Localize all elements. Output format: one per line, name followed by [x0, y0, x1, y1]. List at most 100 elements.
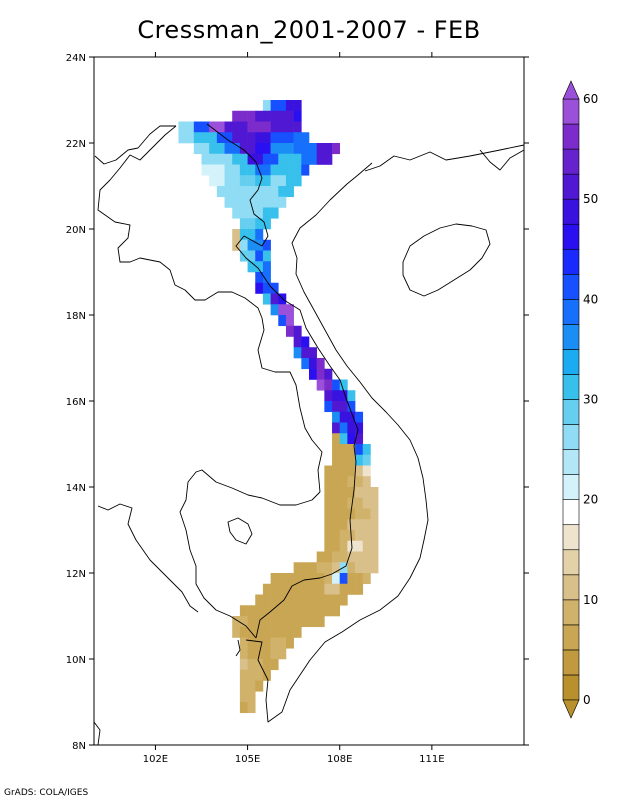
- precip-cell: [301, 153, 310, 165]
- precip-cell: [239, 110, 248, 122]
- precip-cell: [270, 594, 279, 606]
- y-tick-label: 20N: [66, 225, 86, 236]
- precip-cell: [293, 336, 302, 348]
- precip-cell: [232, 153, 241, 165]
- precip-cell: [216, 143, 225, 155]
- precip-cell: [355, 422, 364, 434]
- precip-cell: [278, 164, 287, 176]
- colorbar-bin: [562, 674, 580, 701]
- precip-cell: [270, 110, 279, 122]
- precip-cell: [262, 261, 271, 273]
- precip-cell: [262, 626, 271, 638]
- x-tick-label: 111E: [419, 754, 444, 765]
- precip-cell: [355, 519, 364, 531]
- colorbar-bin: [562, 549, 580, 576]
- y-tick-label: 12N: [66, 569, 86, 580]
- precip-cell: [270, 583, 279, 595]
- precip-cell: [209, 132, 218, 144]
- precip-cell: [239, 207, 248, 219]
- precip-cell: [370, 508, 379, 520]
- precip-cell: [324, 519, 333, 531]
- precip-cell: [201, 164, 210, 176]
- precip-cell: [239, 164, 248, 176]
- precip-cell: [262, 616, 271, 628]
- colorbar-bin: [562, 248, 580, 275]
- precip-cell: [255, 132, 264, 144]
- precip-cell: [355, 465, 364, 477]
- precip-cell: [262, 175, 271, 187]
- precip-cell: [262, 196, 271, 208]
- chart-title: Cressman_2001-2007 - FEB: [137, 16, 481, 44]
- precip-cell: [293, 325, 302, 337]
- precip-cell: [232, 616, 241, 628]
- precip-cell: [262, 143, 271, 155]
- precip-cell: [309, 347, 317, 359]
- precip-cell: [332, 454, 341, 466]
- precip-cell: [309, 605, 317, 617]
- precip-cell: [347, 444, 356, 456]
- precip-cell: [262, 282, 271, 294]
- precip-cell: [355, 508, 364, 520]
- precip-cell: [278, 110, 287, 122]
- precip-cell: [309, 153, 317, 165]
- precip-cell: [247, 164, 256, 176]
- precip-cell: [332, 583, 341, 595]
- precip-cell: [332, 540, 341, 552]
- precip-cell: [247, 132, 256, 144]
- precip-cell: [301, 573, 310, 585]
- colorbar-tick-label: 40: [583, 292, 598, 306]
- precip-cell: [239, 637, 248, 649]
- y-tick-label: 10N: [66, 655, 86, 666]
- precip-cell: [285, 132, 294, 144]
- precip-cell: [232, 175, 241, 187]
- precip-cell: [278, 573, 287, 585]
- precip-cell: [239, 153, 248, 165]
- precip-cell: [316, 605, 325, 617]
- precip-cell: [247, 648, 256, 660]
- precip-cell: [239, 680, 248, 692]
- colorbar-bin: [562, 324, 580, 350]
- precip-cell: [247, 691, 256, 703]
- precip-cell: [309, 358, 317, 370]
- precip-cell: [255, 218, 264, 230]
- precip-cell: [285, 573, 294, 585]
- precip-cell: [270, 648, 279, 660]
- precip-cell: [255, 637, 264, 649]
- precip-cell: [293, 562, 302, 574]
- precip-cell: [239, 175, 248, 187]
- precip-cell: [362, 508, 371, 520]
- precip-cell: [278, 121, 287, 133]
- precip-cell: [301, 583, 310, 595]
- precip-cell: [339, 573, 348, 585]
- precip-cell: [332, 379, 341, 391]
- precip-cell: [370, 551, 379, 563]
- precip-cell: [309, 583, 317, 595]
- precip-cell: [324, 508, 333, 520]
- precip-cell: [362, 562, 371, 574]
- colorbar-bin: [562, 374, 580, 400]
- precip-cell: [332, 497, 341, 509]
- colorbar-tick-label: 10: [583, 593, 598, 607]
- precipitation-grid: [178, 100, 379, 714]
- precip-cell: [362, 573, 371, 585]
- precip-cell: [316, 153, 325, 165]
- precip-cell: [301, 605, 310, 617]
- colorbar-bin: [562, 399, 580, 425]
- precip-cell: [362, 476, 371, 488]
- precip-cell: [239, 669, 248, 681]
- precip-cell: [278, 616, 287, 628]
- precip-cell: [224, 132, 233, 144]
- precip-cell: [247, 229, 256, 241]
- precip-cell: [332, 594, 341, 606]
- precip-cell: [355, 411, 364, 423]
- precip-cell: [209, 153, 218, 165]
- colorbar-bin: [562, 424, 580, 450]
- precip-cell: [270, 164, 279, 176]
- precip-cell: [285, 304, 294, 316]
- precip-cell: [216, 121, 225, 133]
- coastline-layer: [93, 123, 525, 746]
- precip-cell: [232, 207, 241, 219]
- precip-cell: [262, 239, 271, 251]
- precip-cell: [255, 626, 264, 638]
- precip-cell: [247, 680, 256, 692]
